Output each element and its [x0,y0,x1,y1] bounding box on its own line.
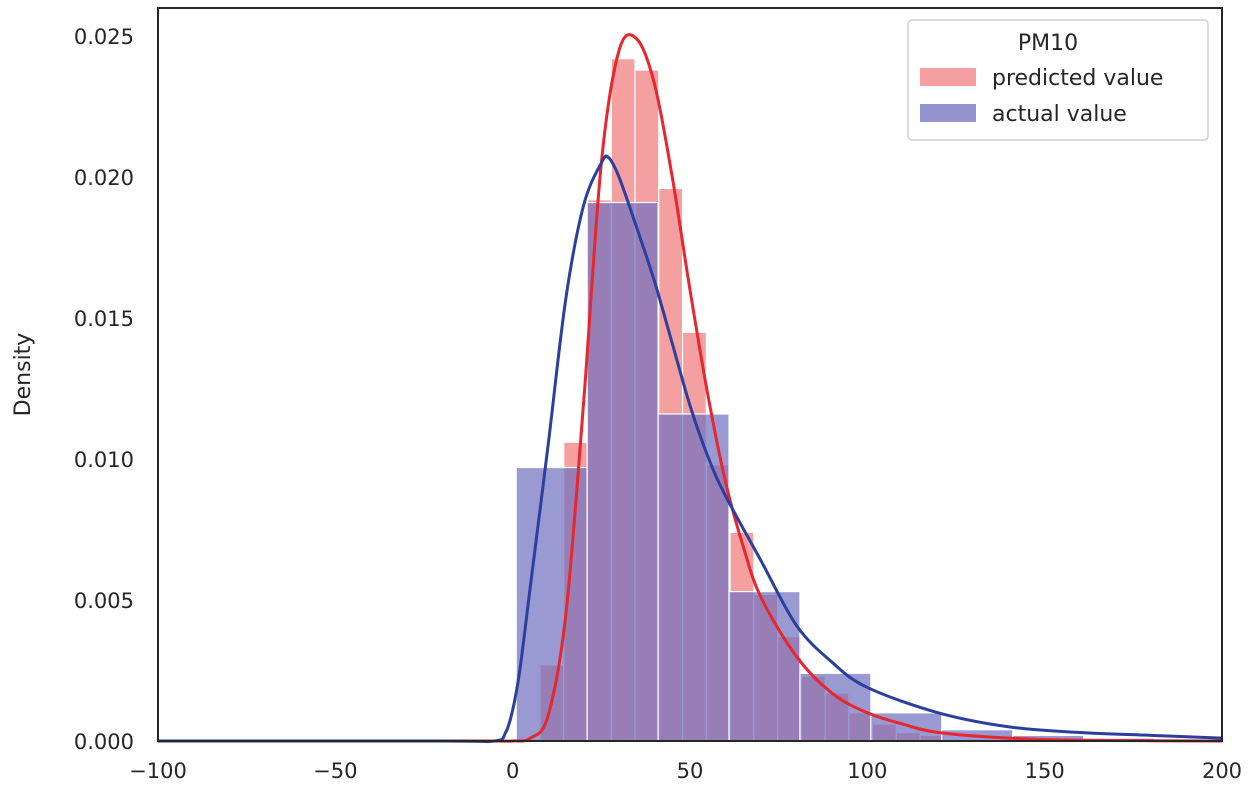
legend-swatch-predicted [920,68,976,86]
y-tick-label: 0.005 [74,589,134,613]
y-tick-label: 0.000 [74,730,134,754]
legend: PM10 predicted value actual value [907,19,1209,141]
x-tick-label: 50 [677,759,704,783]
plot-frame [157,7,1223,742]
legend-box [907,19,1209,141]
x-tick-label: −100 [129,759,187,783]
legend-label-predicted: predicted value [992,66,1163,91]
legend-swatch-actual [920,104,976,122]
x-tick-label: 0 [506,759,519,783]
y-tick-label: 0.010 [74,448,134,472]
legend-label-actual: actual value [992,102,1127,127]
x-tick-label: 100 [847,759,887,783]
x-tick-label: 150 [1025,759,1065,783]
axis-ticks: −100 −50 0 50 100 150 200 0.000 0.005 0.010 0.015 0… [74,25,1242,783]
legend-title: PM10 [1018,31,1078,56]
x-tick-label: 200 [1202,759,1242,783]
y-tick-label: 0.025 [74,25,134,49]
bar-actual-1 [586,201,659,742]
kde-line-predicted [158,33,1223,743]
y-tick-label: 0.015 [74,307,134,331]
y-axis-label: Density [11,333,36,417]
bar-actual-2 [657,413,730,742]
y-tick-label: 0.020 [74,166,134,190]
x-tick-label: −50 [313,759,357,783]
kde-lines [158,33,1223,744]
bar-actual-3 [728,590,801,742]
kde-line-actual [158,154,1223,744]
